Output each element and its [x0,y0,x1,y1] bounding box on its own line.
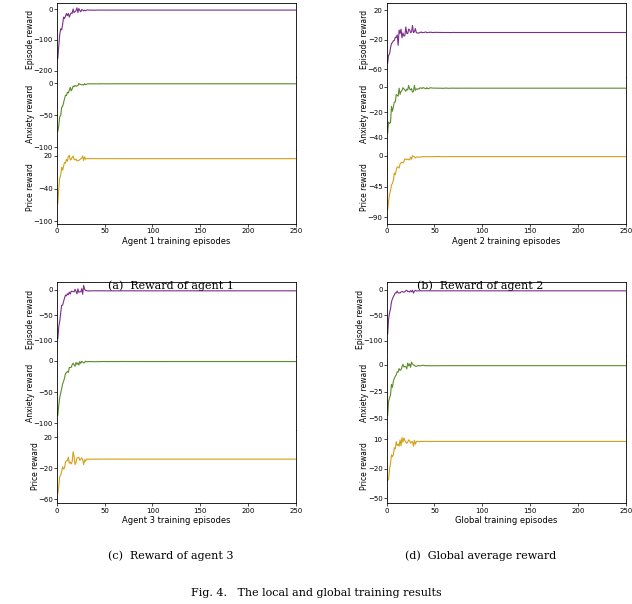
Text: (d)  Global average reward: (d) Global average reward [404,551,556,561]
Y-axis label: Price reward: Price reward [26,164,35,211]
Y-axis label: Anxiety reward: Anxiety reward [360,85,370,143]
Y-axis label: Price reward: Price reward [360,164,369,211]
Y-axis label: Episode reward: Episode reward [26,289,35,349]
Y-axis label: Anxiety reward: Anxiety reward [26,85,35,143]
X-axis label: Agent 3 training episodes: Agent 3 training episodes [122,516,231,525]
Y-axis label: Episode reward: Episode reward [356,289,365,349]
Y-axis label: Anxiety reward: Anxiety reward [360,364,370,422]
Y-axis label: Anxiety reward: Anxiety reward [26,364,35,422]
Text: (c)  Reward of agent 3: (c) Reward of agent 3 [108,551,233,561]
Text: (a)  Reward of agent 1: (a) Reward of agent 1 [107,281,234,291]
X-axis label: Global training episodes: Global training episodes [455,516,557,525]
Y-axis label: Episode reward: Episode reward [26,10,35,69]
Y-axis label: Episode reward: Episode reward [360,10,369,69]
Text: (b)  Reward of agent 2: (b) Reward of agent 2 [417,281,544,291]
X-axis label: Agent 1 training episodes: Agent 1 training episodes [122,237,231,246]
Y-axis label: Price reward: Price reward [30,443,40,490]
Text: Fig. 4.   The local and global training results: Fig. 4. The local and global training re… [191,588,441,598]
Y-axis label: Price reward: Price reward [360,443,370,490]
X-axis label: Agent 2 training episodes: Agent 2 training episodes [452,237,561,246]
